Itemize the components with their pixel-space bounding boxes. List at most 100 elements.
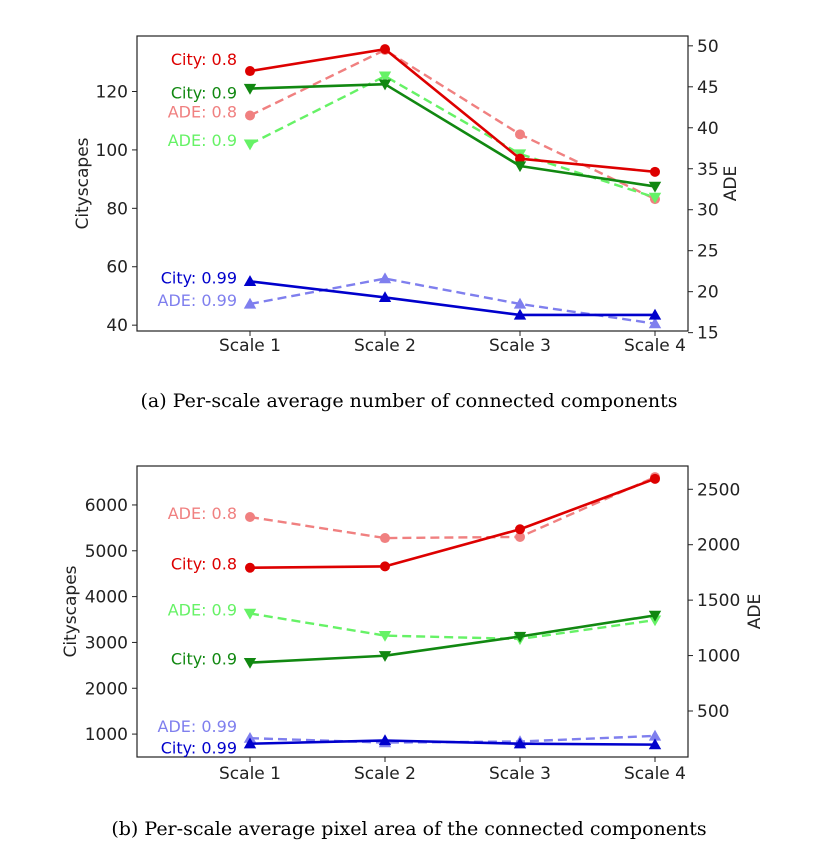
y2-axis-label: ADE bbox=[745, 594, 765, 629]
y2-tick-label: 40 bbox=[697, 119, 719, 139]
y-axis-label: Cityscapes bbox=[61, 565, 81, 657]
data-point bbox=[243, 731, 257, 743]
series-city-0-9 bbox=[243, 79, 662, 193]
series-annotation: City: 0.9 bbox=[171, 650, 237, 669]
data-point bbox=[648, 738, 662, 750]
series-annotation: ADE: 0.8 bbox=[168, 102, 237, 121]
y2-tick-label: 50 bbox=[697, 37, 719, 57]
y-tick-label: 6000 bbox=[85, 496, 128, 516]
data-point bbox=[515, 153, 525, 164]
x-tick-label: Scale 1 bbox=[219, 336, 281, 356]
series-line bbox=[249, 612, 656, 641]
data-point bbox=[380, 561, 390, 572]
data-point bbox=[378, 734, 392, 746]
y-tick-label: 3000 bbox=[85, 633, 128, 653]
x-tick-label: Scale 2 bbox=[354, 764, 416, 784]
data-point bbox=[513, 631, 527, 643]
y2-tick-label: 2000 bbox=[697, 536, 740, 556]
data-point bbox=[380, 44, 390, 55]
y-tick-label: 40 bbox=[106, 316, 128, 336]
y2-tick-label: 45 bbox=[697, 78, 719, 98]
x-tick-label: Scale 2 bbox=[354, 336, 416, 356]
data-point bbox=[515, 531, 525, 542]
data-point bbox=[378, 79, 392, 91]
y2-tick-label: 1000 bbox=[697, 647, 740, 667]
figure-caption: (b) Per-scale average pixel area of the … bbox=[111, 818, 706, 840]
data-point bbox=[378, 651, 392, 662]
x-tick-label: Scale 3 bbox=[489, 336, 551, 356]
data-point bbox=[245, 511, 255, 522]
series-line bbox=[249, 47, 656, 174]
data-point bbox=[380, 533, 390, 544]
data-point bbox=[243, 139, 257, 151]
data-point bbox=[378, 630, 392, 642]
plot-frame bbox=[136, 35, 689, 332]
plot-frame bbox=[136, 465, 689, 758]
data-point bbox=[378, 291, 392, 303]
y2-axis-label: ADE bbox=[721, 166, 741, 201]
data-point bbox=[243, 297, 257, 309]
data-point bbox=[648, 729, 662, 741]
y-tick-label: 5000 bbox=[85, 542, 128, 562]
series-annotation: City: 0.99 bbox=[161, 739, 237, 758]
series-line bbox=[249, 82, 656, 188]
x-tick-label: Scale 1 bbox=[219, 764, 281, 784]
y-tick-label: 100 bbox=[96, 141, 128, 161]
series-line bbox=[249, 280, 655, 317]
data-point bbox=[378, 272, 392, 284]
data-point bbox=[513, 737, 527, 749]
series-line bbox=[249, 614, 656, 664]
y2-tick-label: 2500 bbox=[697, 480, 740, 500]
series-line bbox=[249, 48, 656, 201]
y-tick-label: 2000 bbox=[85, 679, 128, 699]
data-point bbox=[243, 657, 257, 669]
series-city-0-99 bbox=[243, 275, 662, 320]
x-tick-label: Scale 3 bbox=[489, 764, 551, 784]
data-point bbox=[648, 308, 662, 320]
y-tick-label: 60 bbox=[106, 258, 128, 278]
data-point bbox=[513, 297, 527, 309]
data-point bbox=[243, 608, 257, 620]
data-point bbox=[245, 562, 255, 573]
data-point bbox=[515, 524, 525, 535]
series-line bbox=[249, 739, 656, 746]
data-point bbox=[245, 66, 255, 77]
series-line bbox=[249, 277, 656, 325]
y2-tick-label: 1500 bbox=[697, 591, 740, 611]
y-tick-label: 80 bbox=[106, 199, 128, 219]
data-point bbox=[243, 737, 257, 749]
y-tick-label: 1000 bbox=[85, 725, 128, 745]
series-city-0-8 bbox=[245, 473, 660, 573]
data-point bbox=[648, 317, 662, 329]
data-point bbox=[648, 192, 662, 204]
series-ade-0-99 bbox=[243, 272, 662, 329]
y2-tick-label: 20 bbox=[697, 283, 719, 303]
series-annotation: ADE: 0.99 bbox=[158, 717, 237, 736]
series-ade-0-8 bbox=[245, 472, 660, 544]
series-annotation: City: 0.8 bbox=[171, 555, 237, 574]
y2-tick-label: 15 bbox=[697, 324, 719, 344]
series-annotation: City: 0.99 bbox=[161, 268, 237, 287]
y2-tick-label: 35 bbox=[697, 160, 719, 180]
data-point bbox=[650, 473, 660, 484]
data-point bbox=[243, 83, 257, 95]
series-annotation: City: 0.8 bbox=[171, 50, 237, 69]
data-point bbox=[648, 181, 662, 193]
data-point bbox=[515, 129, 525, 140]
series-city-0-8 bbox=[245, 44, 660, 177]
series-line bbox=[249, 74, 656, 199]
data-point bbox=[650, 166, 660, 177]
series-annotation: ADE: 0.99 bbox=[158, 291, 237, 310]
y-axis-label: Cityscapes bbox=[73, 137, 93, 229]
series-line bbox=[249, 475, 656, 540]
chart-panel-2: 1000 2000 3000 4000 5000 6000 500 1000 1500 2000 2… bbox=[61, 465, 765, 840]
y-tick-label: 120 bbox=[96, 82, 128, 102]
data-point bbox=[378, 71, 392, 83]
chart-panel-1: 40 60 80 100 120 15 20 25 30 35 40 45 50 Scale 1 Scale… bbox=[73, 35, 741, 412]
x-tick-label: Scale 4 bbox=[624, 336, 686, 356]
y2-tick-label: 25 bbox=[697, 242, 719, 262]
y2-tick-label: 500 bbox=[697, 702, 729, 722]
data-point bbox=[245, 110, 255, 121]
y-tick-label: 4000 bbox=[85, 588, 128, 608]
